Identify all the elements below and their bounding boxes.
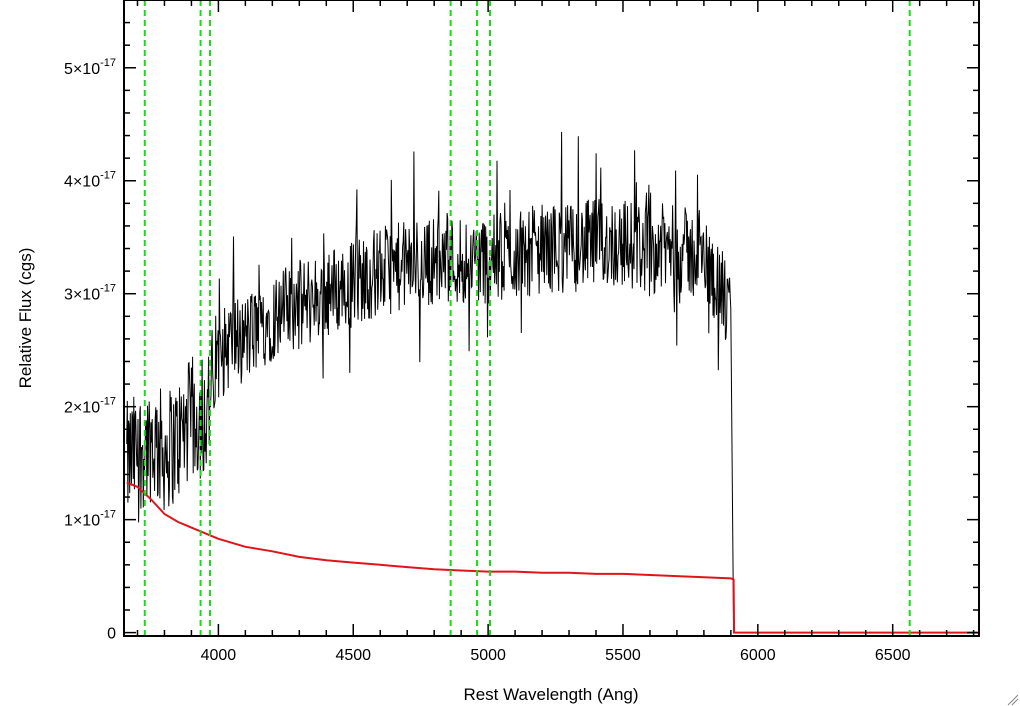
x-tick-label: 4000	[201, 647, 237, 664]
y-tick-label: 4×10-17	[64, 170, 116, 191]
y-tick-label: 2×10-17	[64, 396, 116, 417]
x-tick-label: 6000	[740, 647, 776, 664]
y-tick-label: 1×10-17	[64, 509, 116, 530]
series-black-spectrum	[126, 131, 735, 633]
series-red-model	[126, 481, 979, 634]
x-tick-label: 6500	[875, 647, 911, 664]
y-tick-label: 5×10-17	[64, 57, 116, 78]
series-layer	[126, 131, 979, 634]
y-tick-label: 3×10-17	[64, 283, 116, 304]
x-axis-label: Rest Wavelength (Ang)	[463, 685, 638, 704]
y-axis-label: Relative Flux (cgs)	[16, 248, 35, 389]
window-resize-grip[interactable]	[1007, 694, 1019, 706]
x-tick-label: 5000	[470, 647, 506, 664]
plot-frame	[123, 0, 980, 637]
axes: 4000 4500 5000 5500 6000 6500 0 1×10-17 2×10-17 3…	[64, 0, 980, 664]
x-tick-label: 4500	[335, 647, 371, 664]
y-tick-label: 0	[107, 626, 116, 643]
x-tick-label: 5500	[605, 647, 641, 664]
reference-lines	[143, 0, 911, 636]
